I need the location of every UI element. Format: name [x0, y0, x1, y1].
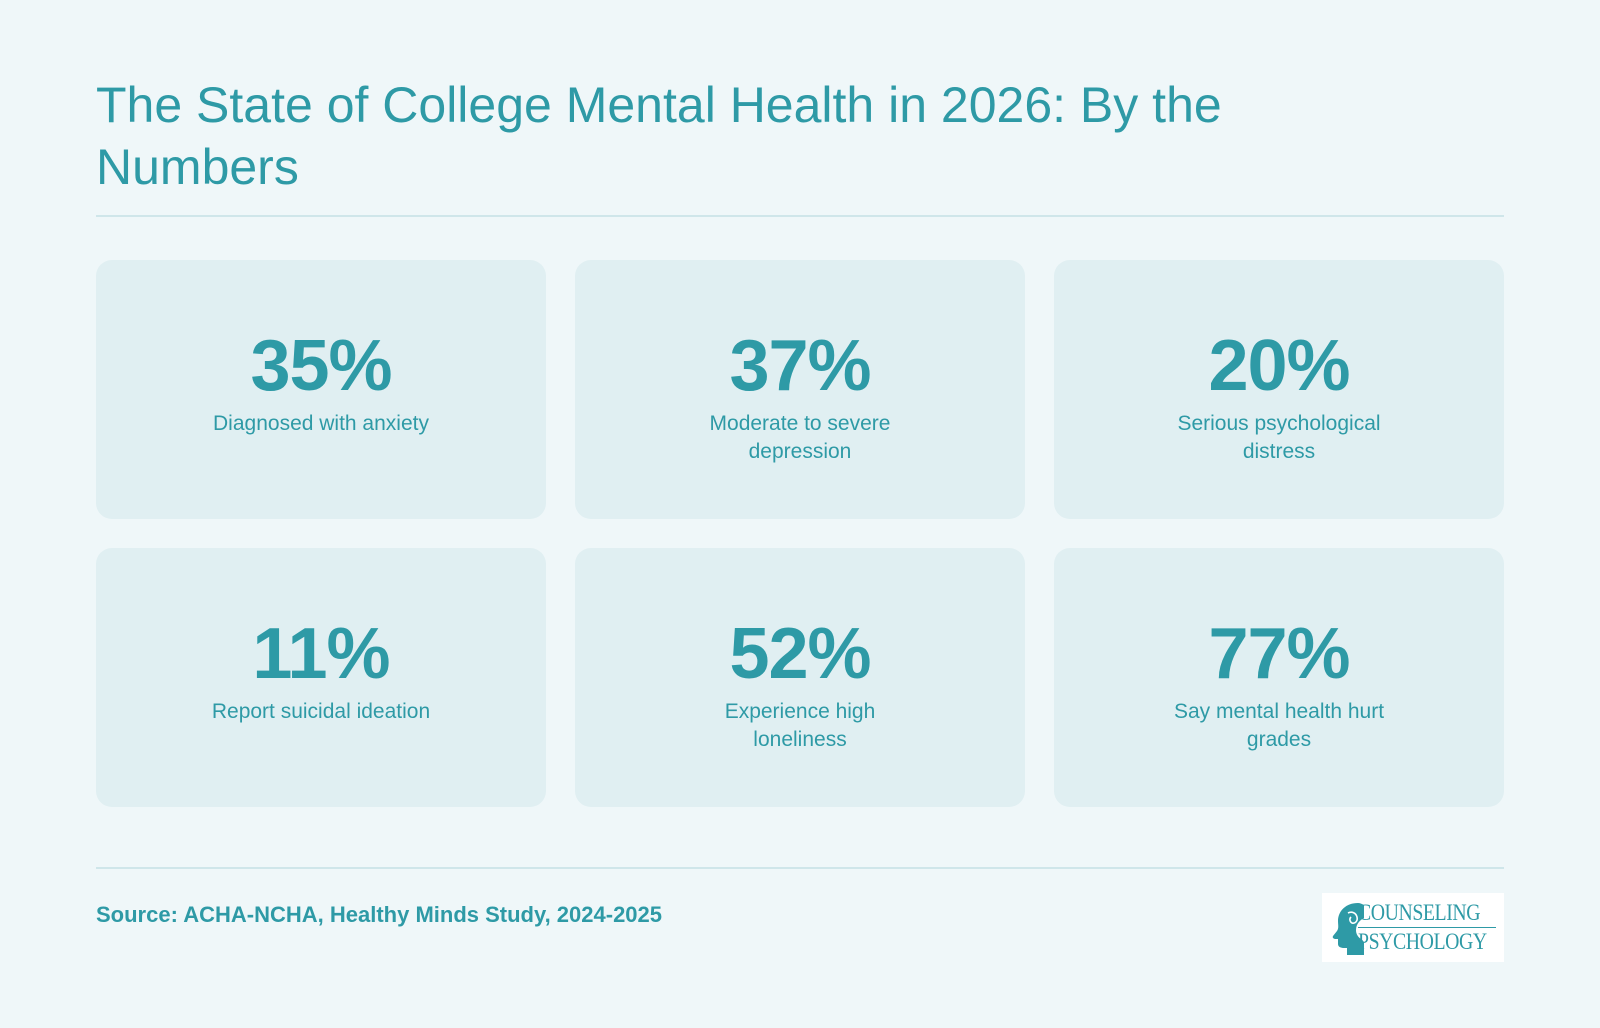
stat-value: 37%: [729, 326, 871, 406]
source-citation: Source: ACHA-NCHA, Healthy Minds Study, …: [96, 902, 663, 927]
stat-label: Serious psychological distress: [1177, 412, 1381, 463]
page-title: The State of College Mental Health in 20…: [96, 77, 1222, 195]
stat-card-grades: 77% Say mental health hurt grades: [1054, 548, 1504, 807]
stat-label: Moderate to severe depression: [709, 412, 891, 463]
stat-value: 35%: [250, 326, 392, 406]
infographic: The State of College Mental Health in 20…: [96, 0, 1504, 1028]
logo-divider: [1358, 927, 1496, 928]
logo-line-psychology: PSYCHOLOGY: [1358, 929, 1487, 954]
logo-line-counseling: COUNSELING: [1358, 900, 1481, 925]
stat-label: Report suicidal ideation: [211, 700, 431, 723]
stat-value: 52%: [729, 614, 871, 694]
stat-value: 20%: [1208, 326, 1350, 406]
stat-value: 77%: [1208, 614, 1350, 694]
bottom-divider: [96, 867, 1504, 869]
stat-card-anxiety: 35% Diagnosed with anxiety: [96, 260, 546, 519]
stat-label: Diagnosed with anxiety: [213, 412, 429, 435]
stat-card-distress: 20% Serious psychological distress: [1054, 260, 1504, 519]
stat-label: Say mental health hurt grades: [1173, 700, 1385, 751]
stat-card-loneliness: 52% Experience high loneliness: [575, 548, 1025, 807]
stat-label: Experience high loneliness: [724, 700, 876, 751]
top-divider: [96, 215, 1504, 217]
stats-grid: 35% Diagnosed with anxiety 37% Moderate …: [96, 260, 1504, 807]
stat-value: 11%: [252, 614, 390, 694]
counseling-psychology-logo: COUNSELING PSYCHOLOGY: [1322, 893, 1504, 962]
stat-card-suicidal-ideation: 11% Report suicidal ideation: [96, 548, 546, 807]
head-profile-icon: [1332, 903, 1364, 955]
stat-card-depression: 37% Moderate to severe depression: [575, 260, 1025, 519]
logo-wordmark: COUNSELING PSYCHOLOGY: [1358, 899, 1500, 956]
